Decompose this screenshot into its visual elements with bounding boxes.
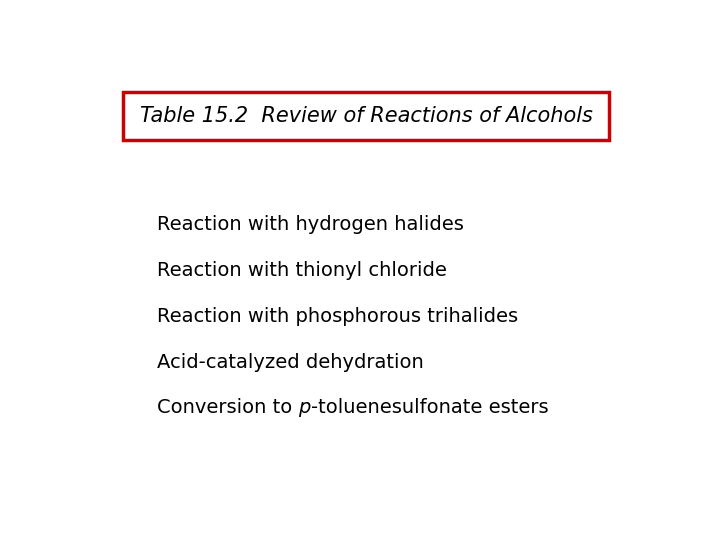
Text: Reaction with hydrogen halides: Reaction with hydrogen halides	[157, 215, 464, 234]
Text: Table 15.2  Review of Reactions of Alcohols: Table 15.2 Review of Reactions of Alcoho…	[140, 106, 593, 126]
Text: Reaction with thionyl chloride: Reaction with thionyl chloride	[157, 261, 447, 280]
Text: Conversion to: Conversion to	[157, 399, 299, 417]
Text: Acid-catalyzed dehydration: Acid-catalyzed dehydration	[157, 353, 423, 372]
Text: p: p	[299, 399, 311, 417]
FancyBboxPatch shape	[124, 92, 609, 140]
Text: Reaction with phosphorous trihalides: Reaction with phosphorous trihalides	[157, 307, 518, 326]
Text: -toluenesulfonate esters: -toluenesulfonate esters	[311, 399, 549, 417]
